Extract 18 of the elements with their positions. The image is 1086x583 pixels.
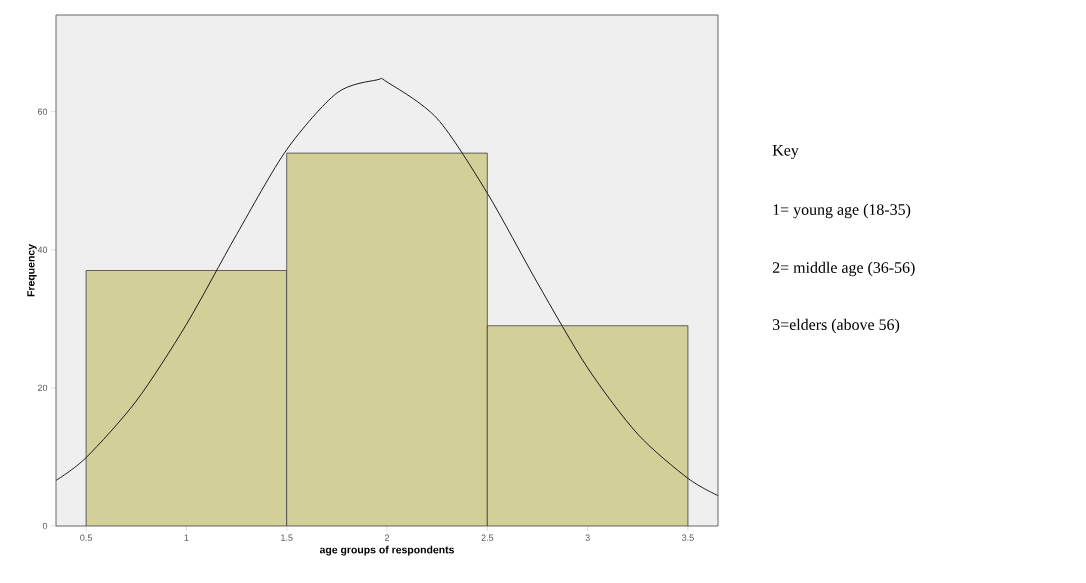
text: Key (772, 145, 799, 159)
text: 2= middle age (36-56) (772, 261, 915, 277)
text: 1= young age (18-35) (773, 203, 911, 219)
x-tick-label: 3.5 (682, 534, 694, 541)
x-tick-label: 2 (384, 534, 390, 541)
line-series (56, 78, 719, 497)
x-tick-label: 3 (585, 534, 590, 541)
x-tick-label: 1.5 (281, 534, 293, 541)
x-tick-label: 0.5 (80, 534, 92, 541)
y-tick-label: 60 (37, 108, 48, 115)
y-tick-label: 40 (37, 246, 48, 253)
y-tick-label: 0 (42, 522, 48, 530)
y-tick-label: 20 (37, 384, 48, 392)
text: 3=elders (above 56) (772, 318, 900, 334)
x-tick-label: 2.5 (481, 534, 494, 541)
y-axis-title: Frequency (27, 244, 37, 297)
x-axis-title: age groups of respondents (319, 545, 454, 556)
x-tick-label: 1 (184, 534, 189, 541)
